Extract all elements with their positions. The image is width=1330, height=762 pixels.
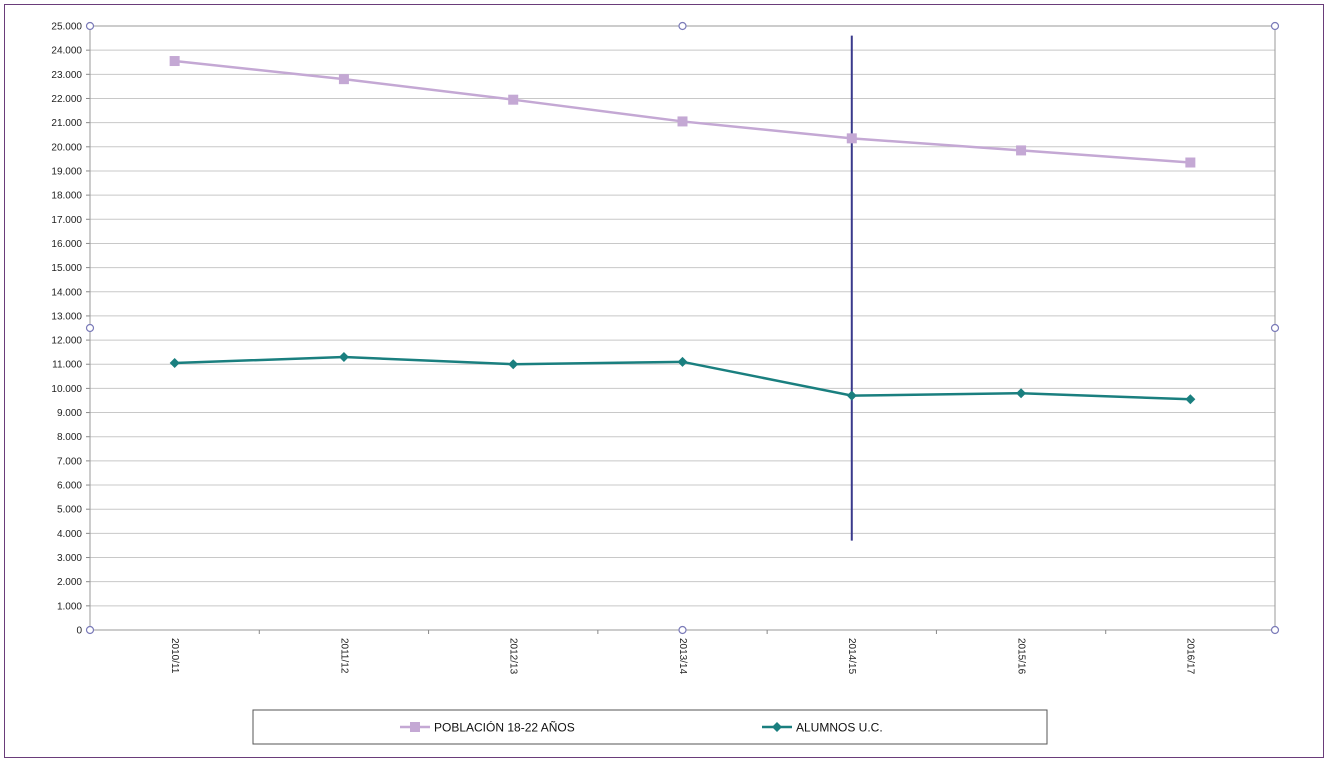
y-tick-label: 25.000: [51, 22, 82, 33]
y-tick-label: 5.000: [57, 505, 82, 516]
y-tick-label: 21.000: [51, 118, 82, 129]
y-tick-label: 20.000: [51, 142, 82, 153]
legend: POBLACIÓN 18-22 AÑOS ALUMNOS U.C.: [252, 709, 1048, 745]
data-point: [508, 94, 519, 105]
x-tick-label: 2014/15: [846, 638, 857, 675]
y-tick-label: 19.000: [51, 166, 82, 177]
selection-handle[interactable]: [85, 323, 95, 333]
y-tick-label: 6.000: [57, 481, 82, 492]
data-point: [508, 359, 519, 370]
x-tick-label: 2012/13: [508, 638, 519, 675]
data-point: [1185, 157, 1196, 168]
y-tick-label: 7.000: [57, 456, 82, 467]
y-tick-label: 0: [76, 626, 82, 637]
y-tick-label: 3.000: [57, 553, 82, 564]
y-tick-label: 8.000: [57, 432, 82, 443]
legend-swatch-marker: [772, 722, 782, 732]
series-2: [169, 351, 1196, 405]
series-1: [169, 56, 1196, 168]
selection-handle[interactable]: [678, 625, 687, 635]
y-tick-label: 13.000: [51, 311, 82, 322]
data-point: [846, 390, 857, 401]
y-tick-label: 2.000: [57, 577, 82, 588]
selection-handles: [85, 21, 1280, 635]
y-tick-label: 12.000: [51, 336, 82, 347]
selection-handle[interactable]: [1270, 323, 1280, 333]
data-point: [677, 356, 688, 367]
y-tick-labels: 0 1.000 2.000 3.000 4.000 5.000 6.000 7.000 8.00…: [51, 22, 82, 637]
y-tick-label: 16.000: [51, 239, 82, 250]
x-tick-labels: 2010/11 2011/12 2012/13 2013/14 2014/15 2015/…: [169, 638, 1196, 675]
legend-label: POBLACIÓN 18-22 AÑOS: [434, 720, 575, 735]
y-tick-label: 24.000: [51, 46, 82, 57]
legend-swatch-marker: [410, 722, 420, 732]
x-tick-label: 2010/11: [169, 638, 180, 674]
data-point: [169, 56, 180, 67]
data-point: [338, 351, 349, 362]
x-tick-label: 2011/12: [338, 638, 349, 674]
data-point: [169, 358, 180, 369]
data-point: [338, 74, 349, 85]
legend-box: [252, 709, 1048, 745]
x-tick-label: 2016/17: [1185, 638, 1196, 675]
y-tick-label: 4.000: [57, 529, 82, 540]
data-point: [846, 133, 857, 144]
y-tick-label: 18.000: [51, 191, 82, 202]
y-tick-label: 10.000: [51, 384, 82, 395]
x-tick-label: 2015/16: [1015, 638, 1026, 675]
data-point: [1016, 388, 1027, 399]
selection-handle[interactable]: [85, 21, 95, 31]
y-tick-label: 1.000: [57, 601, 82, 612]
legend-label: ALUMNOS U.C.: [796, 721, 883, 735]
selection-handle[interactable]: [678, 21, 687, 31]
y-tick-label: 17.000: [51, 215, 82, 226]
y-tick-label: 22.000: [51, 94, 82, 105]
y-tick-label: 11.000: [52, 360, 82, 371]
series: [169, 56, 1196, 405]
selection-handle[interactable]: [1270, 625, 1280, 635]
y-tick-label: 14.000: [51, 287, 82, 298]
legend-entry: ALUMNOS U.C.: [762, 721, 883, 735]
y-tick-label: 9.000: [57, 408, 82, 419]
legend-entry: POBLACIÓN 18-22 AÑOS: [400, 720, 575, 735]
data-point: [1016, 145, 1027, 156]
chart-frame: [4, 4, 1324, 758]
selection-handle[interactable]: [1270, 21, 1280, 31]
x-tick-label: 2013/14: [677, 638, 688, 675]
data-point: [677, 116, 688, 127]
data-point: [1185, 394, 1196, 405]
y-tick-label: 15.000: [51, 263, 82, 274]
y-tick-label: 23.000: [51, 70, 82, 81]
selection-handle[interactable]: [85, 625, 95, 635]
